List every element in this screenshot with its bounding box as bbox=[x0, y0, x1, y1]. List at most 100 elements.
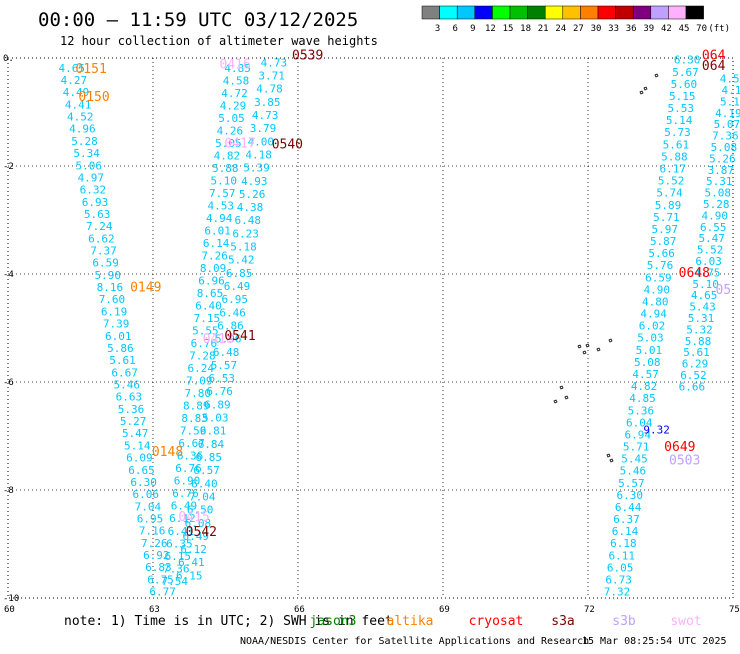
track-value: 8.89 bbox=[183, 400, 210, 413]
track-value: 4.53 bbox=[207, 199, 234, 212]
scale-label: 6 bbox=[452, 24, 457, 34]
scale-label: 70 bbox=[696, 24, 707, 34]
pass-label: 0649 bbox=[664, 440, 695, 455]
track-value: 5.71 bbox=[653, 211, 680, 224]
track-value: 5.46 bbox=[620, 465, 647, 478]
track-value: 6.08 bbox=[185, 517, 212, 530]
track-value: 5.06 bbox=[75, 159, 102, 172]
track-value: 6.62 bbox=[88, 232, 115, 245]
track-value: 6.41 bbox=[168, 525, 195, 538]
satellite-legend-item: jason3 bbox=[310, 614, 357, 629]
track-value: 6.35 bbox=[166, 537, 193, 550]
track-value: 5.61 bbox=[663, 138, 690, 151]
track-value: 5.31 bbox=[688, 312, 715, 325]
track-value: 4.26 bbox=[217, 124, 244, 137]
track-value: 5.36 bbox=[628, 404, 655, 417]
island-outline bbox=[553, 399, 558, 404]
track-value: 4.85 bbox=[629, 392, 656, 405]
satellite-legend-item: altika bbox=[387, 614, 434, 629]
track-value: 5.26 bbox=[239, 188, 266, 201]
track-value: 5.45 bbox=[621, 453, 648, 466]
track-value: 5.05 bbox=[218, 112, 245, 125]
track-value: 6.32 bbox=[80, 184, 107, 197]
scale-swatch bbox=[615, 5, 634, 20]
x-tick-label: 66 bbox=[294, 605, 305, 615]
track-value: 4.93 bbox=[241, 175, 268, 188]
track-value: 5.43 bbox=[689, 301, 716, 314]
altimeter-tracks: 4.654.274.494.414.524.965.285.345.064.97… bbox=[59, 54, 740, 599]
track-value: 4.49 bbox=[63, 86, 90, 99]
track-value: 4.41 bbox=[65, 98, 92, 111]
track-value: 5.15 bbox=[669, 90, 696, 103]
track-value: 6.09 bbox=[126, 452, 153, 465]
scale-swatch bbox=[580, 5, 599, 20]
track-value: 7.26 bbox=[201, 249, 228, 262]
track-value: 5.01 bbox=[636, 344, 663, 357]
track-value: 4.97 bbox=[78, 171, 105, 184]
track-value: 5.18 bbox=[230, 241, 257, 254]
track-value: 6.84 bbox=[198, 438, 225, 451]
track-value: 6.05 bbox=[607, 561, 634, 574]
track-value: 8.83 bbox=[181, 412, 208, 425]
track-value: 5.46 bbox=[113, 379, 140, 392]
track-value: 5.14 bbox=[124, 439, 151, 452]
track-value: 6.92 bbox=[143, 549, 170, 562]
track-value: 5.90 bbox=[94, 269, 121, 282]
track-value: 6.83 bbox=[145, 561, 172, 574]
scale-label: 30 bbox=[591, 24, 602, 34]
track-value: 6.96 bbox=[198, 275, 225, 288]
track-value: 6.24 bbox=[188, 362, 215, 375]
track-value: 7.09 bbox=[186, 375, 213, 388]
scale-swatch bbox=[421, 5, 440, 20]
track-value: 7.59 bbox=[180, 425, 207, 438]
track-value: 6.57 bbox=[193, 464, 220, 477]
track-value: 4.19 bbox=[715, 107, 740, 120]
track-value: 6.06 bbox=[133, 488, 160, 501]
track-value: 6.66 bbox=[679, 380, 706, 393]
scale-swatch bbox=[668, 5, 687, 20]
track-value: 5.73 bbox=[664, 126, 691, 139]
track-value: 5.10 bbox=[211, 174, 238, 187]
pass-label: 0648 bbox=[679, 266, 710, 281]
scale-swatch bbox=[456, 5, 476, 20]
track-value: 7.37 bbox=[90, 245, 117, 258]
track-value: 6.19 bbox=[101, 305, 128, 318]
plot-area bbox=[7, 57, 734, 599]
track-value: 6.30 bbox=[674, 54, 701, 67]
track-value: 5.97 bbox=[652, 223, 679, 236]
track-value: 5.32 bbox=[686, 323, 713, 336]
track-value: 7.57 bbox=[209, 187, 236, 200]
island-outline bbox=[609, 458, 614, 463]
pass-label: 064 bbox=[702, 48, 726, 63]
track-value: 4.90 bbox=[701, 209, 728, 222]
track-value: 4.94 bbox=[206, 212, 233, 225]
track-value: 6.53 bbox=[209, 372, 236, 385]
track-value: 6.48 bbox=[213, 346, 240, 359]
pass-label: 0148 bbox=[152, 445, 183, 460]
track-value: 5.86 bbox=[107, 342, 134, 355]
track-value: 8.16 bbox=[97, 281, 124, 294]
pass-label: 0540 bbox=[272, 137, 303, 152]
track-value: 5.1 bbox=[720, 95, 740, 108]
track-value: 6.86 bbox=[217, 319, 244, 332]
track-value: 6.44 bbox=[615, 501, 642, 514]
scale-swatch bbox=[527, 5, 546, 20]
x-tick-label: 75 bbox=[729, 605, 740, 615]
track-value: 4.52 bbox=[67, 111, 94, 124]
track-value: 7.04 bbox=[135, 500, 162, 513]
track-value: 7.32 bbox=[604, 586, 631, 599]
track-value: 4.78 bbox=[256, 83, 283, 96]
track-value: 6.48 bbox=[235, 214, 262, 227]
y-tick-label: -6 bbox=[3, 378, 14, 388]
track-value: 5.52 bbox=[697, 244, 724, 257]
pass-label: 0415 bbox=[178, 510, 209, 525]
scale-label: 15 bbox=[503, 24, 514, 34]
pass-label: 0151 bbox=[75, 62, 106, 77]
track-value: 6.15 bbox=[176, 569, 203, 582]
track-value: 7.28 bbox=[189, 350, 216, 363]
island-outline bbox=[582, 350, 587, 355]
track-value: 6.59 bbox=[645, 271, 672, 284]
track-value: 7.16 bbox=[139, 525, 166, 538]
track-value: 6.76 bbox=[191, 337, 218, 350]
track-value: 6.30 bbox=[616, 489, 643, 502]
